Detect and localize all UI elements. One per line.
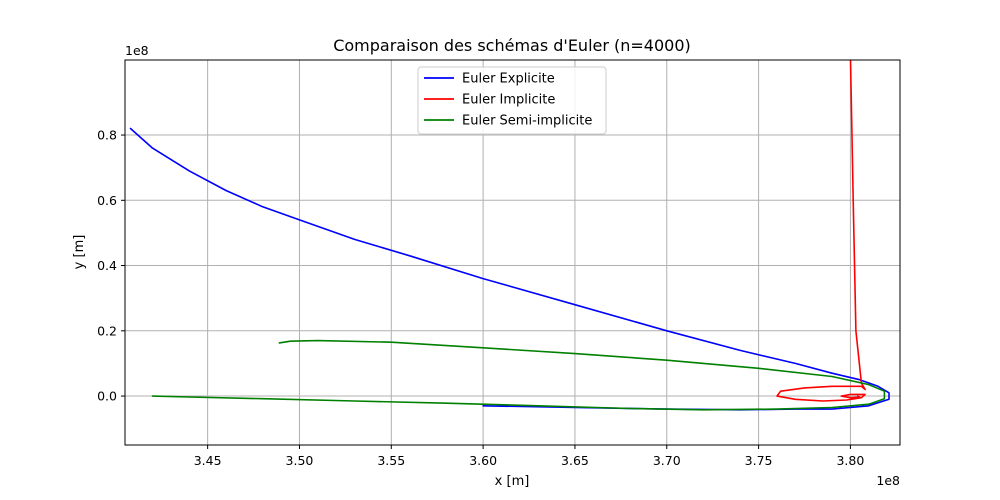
y-tick-label: 0.6 xyxy=(97,193,117,208)
x-tick-label: 3.50 xyxy=(286,453,314,468)
y-tick-label: 0.2 xyxy=(97,323,117,338)
x-tick-label: 3.70 xyxy=(653,453,681,468)
x-tick-label: 3.75 xyxy=(745,453,773,468)
y-tick-label: 0.8 xyxy=(97,128,117,143)
plot-frame xyxy=(124,59,901,446)
x-offset-label: 1e8 xyxy=(876,473,900,488)
x-tick-label: 3.65 xyxy=(561,453,589,468)
legend-label-3: Euler Semi-implicite xyxy=(462,114,592,129)
y-tick-label: 0.4 xyxy=(97,258,117,273)
series-group xyxy=(129,60,890,411)
x-tick-label: 3.60 xyxy=(469,453,497,468)
y-offset-label: 1e8 xyxy=(125,43,149,58)
legend: Euler Explicite Euler Implicite Euler Semi… xyxy=(417,66,607,135)
series-line-3 xyxy=(151,339,886,411)
x-tick-label: 3.55 xyxy=(377,453,405,468)
x-tick-label: 3.80 xyxy=(836,453,864,468)
grid xyxy=(125,60,900,445)
chart-title: Comparaison des schémas d'Euler (n=4000) xyxy=(333,36,691,55)
y-axis-label: y [m] xyxy=(72,235,87,270)
legend-label-2: Euler Implicite xyxy=(462,93,555,108)
y-tick-label: 0.0 xyxy=(97,389,117,404)
ticks: 3.45 3.50 3.55 3.60 3.65 3.70 3.75 3.80 0.0 0.2 0.… xyxy=(97,128,864,468)
series-line-2 xyxy=(776,60,866,402)
legend-label-1: Euler Explicite xyxy=(462,72,555,87)
x-axis-label: x [m] xyxy=(495,474,530,489)
legend-box xyxy=(417,66,607,135)
x-tick-label: 3.45 xyxy=(194,453,222,468)
